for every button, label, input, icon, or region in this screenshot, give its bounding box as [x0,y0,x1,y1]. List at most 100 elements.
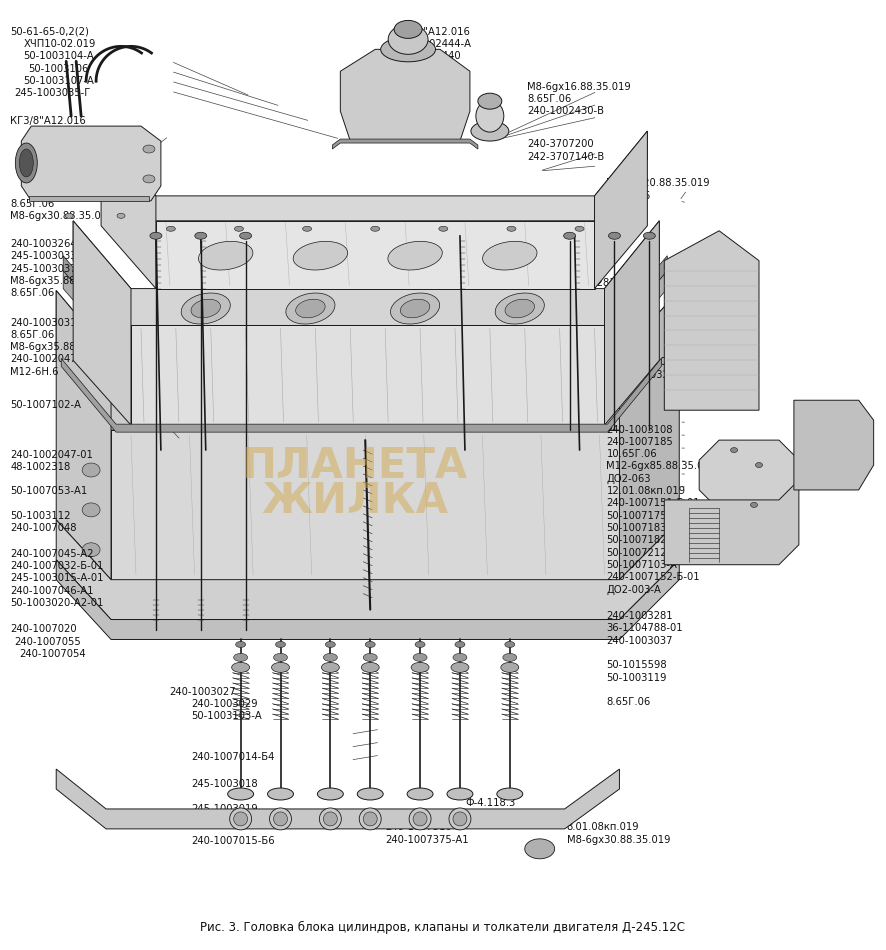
Text: 50-1007102-А: 50-1007102-А [11,400,82,409]
Text: КГ1/8"А12.016: КГ1/8"А12.016 [394,27,470,37]
Text: 50-1007103-А: 50-1007103-А [606,560,677,570]
Text: 8.65Г.06: 8.65Г.06 [527,94,571,104]
Text: 50-1015598: 50-1015598 [606,660,667,671]
Ellipse shape [400,299,430,318]
Ellipse shape [276,641,285,648]
Text: 48-1002318: 48-1002318 [11,463,71,472]
Text: 36-1104788-01: 36-1104788-01 [606,623,683,634]
Ellipse shape [322,662,339,673]
Polygon shape [74,220,131,426]
Text: 8.65Г.06: 8.65Г.06 [606,697,650,708]
Text: 240-1003031: 240-1003031 [11,317,77,328]
Text: 8.65Г.06: 8.65Г.06 [606,191,650,200]
Text: 245-1014445: 245-1014445 [394,64,462,74]
Text: Рис. 3. Головка блока цилиндров, клапаны и толкатели двигателя Д-245.12С: Рис. 3. Головка блока цилиндров, клапаны… [200,922,686,934]
Text: 8.65Г.06: 8.65Г.06 [11,330,54,340]
Ellipse shape [507,226,516,231]
Ellipse shape [409,808,431,830]
Ellipse shape [166,374,206,396]
Ellipse shape [594,356,605,364]
Ellipse shape [143,145,155,153]
Ellipse shape [245,374,285,396]
Text: 240-1002444-А: 240-1002444-А [394,39,471,49]
Ellipse shape [361,662,379,673]
Ellipse shape [143,175,155,183]
Ellipse shape [273,383,308,418]
Text: Ф-4.118.3: Ф-4.118.3 [465,798,516,808]
Polygon shape [56,291,111,580]
Ellipse shape [517,365,552,386]
Polygon shape [332,139,478,149]
Ellipse shape [483,241,537,270]
Ellipse shape [375,356,386,364]
Ellipse shape [388,241,442,270]
Ellipse shape [381,37,436,62]
Text: 242-3707140-В: 242-3707140-В [527,152,604,162]
Text: 240-1007185: 240-1007185 [606,437,673,446]
Text: 240-1007055: 240-1007055 [15,636,82,647]
Ellipse shape [82,542,100,557]
Ellipse shape [563,232,576,239]
Ellipse shape [413,812,427,826]
Ellipse shape [455,641,465,648]
Ellipse shape [609,232,620,239]
Text: М8-6gx16.88.35.019: М8-6gx16.88.35.019 [527,82,631,92]
Ellipse shape [453,654,467,661]
Text: 50-1003020-А2-01: 50-1003020-А2-01 [11,598,104,608]
Ellipse shape [365,641,375,648]
Ellipse shape [394,21,422,38]
Polygon shape [56,560,680,639]
Text: 245-1003018: 245-1003018 [191,779,258,788]
Text: 240-1007020: 240-1007020 [11,624,77,635]
Text: М8-6gx35.88.35.019: М8-6gx35.88.35.019 [11,276,113,286]
Ellipse shape [235,226,244,231]
Text: 8.65Г.06: 8.65Г.06 [527,235,571,244]
Ellipse shape [239,232,252,239]
Polygon shape [604,220,659,426]
Ellipse shape [293,241,347,270]
Polygon shape [101,131,648,220]
Text: 50-1003119: 50-1003119 [606,673,667,683]
Ellipse shape [471,121,509,141]
Polygon shape [664,480,799,564]
Text: 8.01.08кп.019: 8.01.08кп.019 [567,823,640,832]
Ellipse shape [485,374,525,396]
Ellipse shape [15,143,37,183]
Text: 240-1003108: 240-1003108 [606,425,672,434]
Polygon shape [340,49,470,141]
Ellipse shape [405,374,445,396]
Ellipse shape [525,839,555,859]
Ellipse shape [731,447,737,452]
Ellipse shape [363,654,377,661]
Ellipse shape [363,812,377,826]
Ellipse shape [130,356,142,364]
Ellipse shape [357,788,383,800]
Ellipse shape [323,654,338,661]
Text: 240-1003109: 240-1003109 [606,357,673,368]
Text: 50-1003103-А: 50-1003103-А [191,712,262,721]
Text: 8.65Г.06: 8.65Г.06 [11,288,54,298]
Text: 240-1003037: 240-1003037 [606,636,672,646]
Ellipse shape [575,226,584,231]
Ellipse shape [82,463,100,477]
Ellipse shape [274,812,287,826]
Text: 2,5х10: 2,5х10 [509,265,544,275]
Ellipse shape [198,365,233,386]
Ellipse shape [198,241,253,270]
Text: 240-1003281: 240-1003281 [606,611,673,621]
Polygon shape [699,440,799,510]
Ellipse shape [413,654,427,661]
Polygon shape [56,291,680,430]
Text: 240-1002047: 240-1002047 [11,354,77,365]
Polygon shape [101,131,156,289]
Text: 245-1014440: 245-1014440 [394,51,461,62]
Ellipse shape [493,383,527,418]
Text: 36-1104788-01: 36-1104788-01 [549,290,626,300]
Ellipse shape [319,808,341,830]
Text: 240-1007152-Б-01: 240-1007152-Б-01 [606,572,700,582]
Text: 240-3707200: 240-3707200 [527,140,594,149]
Ellipse shape [383,383,417,418]
Ellipse shape [234,812,247,826]
Text: М12-6gx85.88.35.019: М12-6gx85.88.35.019 [606,462,717,471]
Polygon shape [56,520,680,619]
